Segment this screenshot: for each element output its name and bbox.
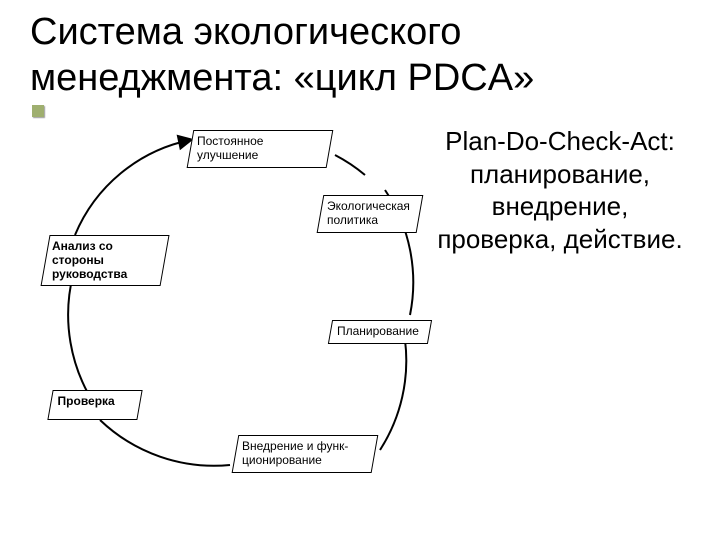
node-label: Экологическая политика (327, 200, 410, 228)
node-review: Анализ со стороны руководства (40, 235, 169, 286)
node-improvement: Постоянное улучшение (187, 130, 334, 168)
node-label: Проверка (58, 395, 115, 409)
node-label: Планирование (337, 325, 419, 339)
cycle-arc (100, 420, 230, 466)
node-planning: Планирование (328, 320, 432, 344)
cycle-arc (68, 275, 95, 405)
node-label: Анализ со стороны руководства (52, 240, 158, 281)
node-label: Внедрение и функ- ционирование (242, 440, 348, 468)
cycle-arc (380, 340, 406, 450)
description-text: Plan-Do-Check-Act: планирование, внедрен… (430, 125, 690, 255)
pdca-cycle-diagram: Постоянное улучшение Экологическая полити… (40, 115, 450, 525)
cycle-arc (335, 155, 365, 175)
node-check: Проверка (47, 390, 142, 420)
cycle-arc (75, 140, 190, 235)
node-implement: Внедрение и функ- ционирование (232, 435, 379, 473)
node-policy: Экологическая политика (317, 195, 424, 233)
page-title: Система экологического менеджмента: «цик… (30, 10, 690, 101)
node-label: Постоянное улучшение (197, 135, 323, 163)
